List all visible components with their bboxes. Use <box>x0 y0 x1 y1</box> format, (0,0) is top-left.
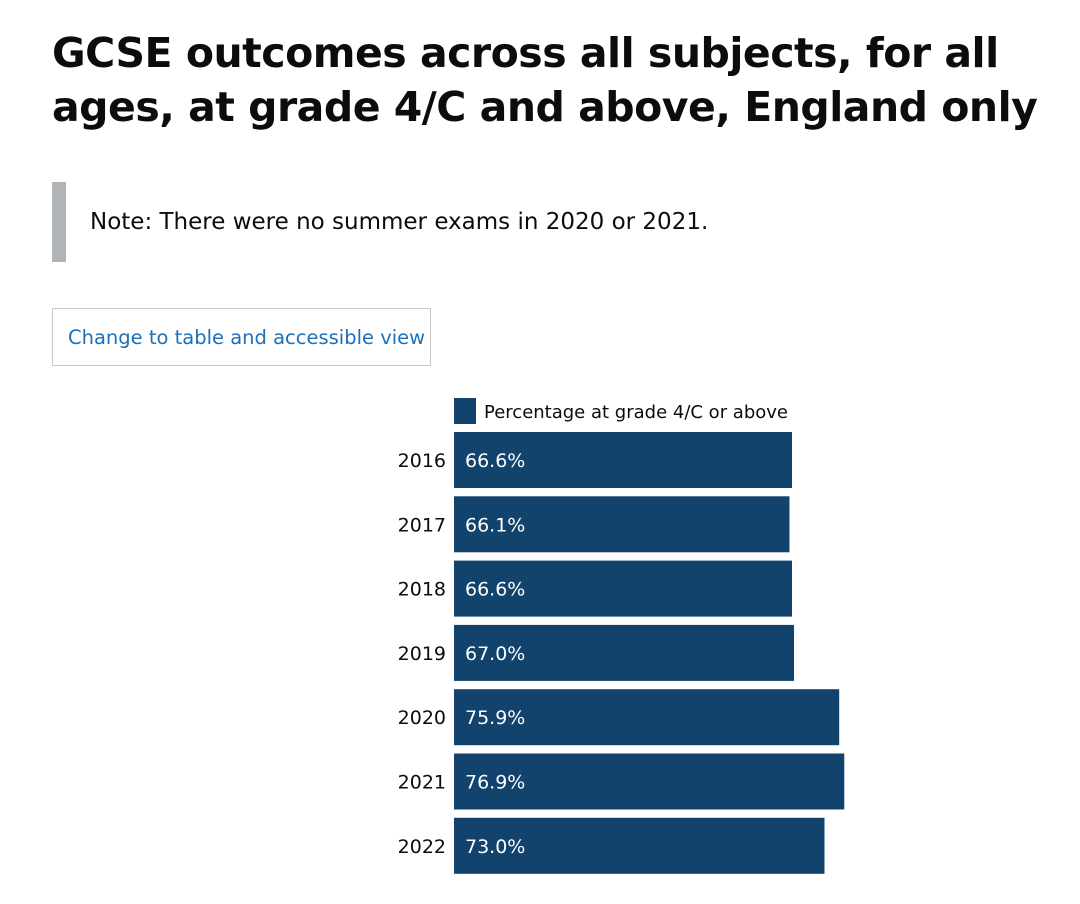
category-label: 2022 <box>398 836 446 858</box>
bar-2018 <box>454 560 792 617</box>
category-label: 2021 <box>398 772 446 794</box>
data-label: 73.0% <box>465 836 525 858</box>
data-label: 66.6% <box>465 579 525 601</box>
data-label: 67.0% <box>465 643 525 665</box>
category-label: 2020 <box>398 707 446 729</box>
bar-2021 <box>454 753 845 810</box>
legend-swatch <box>454 398 476 424</box>
legend-label: Percentage at grade 4/C or above <box>484 402 788 423</box>
bar-2017 <box>454 496 790 553</box>
change-view-button[interactable]: Change to table and accessible view <box>52 308 431 366</box>
bar-2016 <box>454 432 792 488</box>
category-label: 2019 <box>398 643 446 665</box>
data-label: 76.9% <box>465 772 525 794</box>
note-text: Note: There were no summer exams in 2020… <box>90 209 709 235</box>
data-label: 75.9% <box>465 707 525 729</box>
bar-2020 <box>454 689 840 746</box>
category-label: 2016 <box>398 450 446 472</box>
bar-2019 <box>454 624 795 681</box>
data-label: 66.6% <box>465 450 525 472</box>
category-label: 2018 <box>398 579 446 601</box>
page-title: GCSE outcomes across all subjects, for a… <box>52 29 1038 131</box>
data-label: 66.1% <box>465 514 525 536</box>
bar-2022 <box>454 817 825 874</box>
note-inset: Note: There were no summer exams in 2020… <box>52 182 952 262</box>
category-label: 2017 <box>398 514 446 536</box>
